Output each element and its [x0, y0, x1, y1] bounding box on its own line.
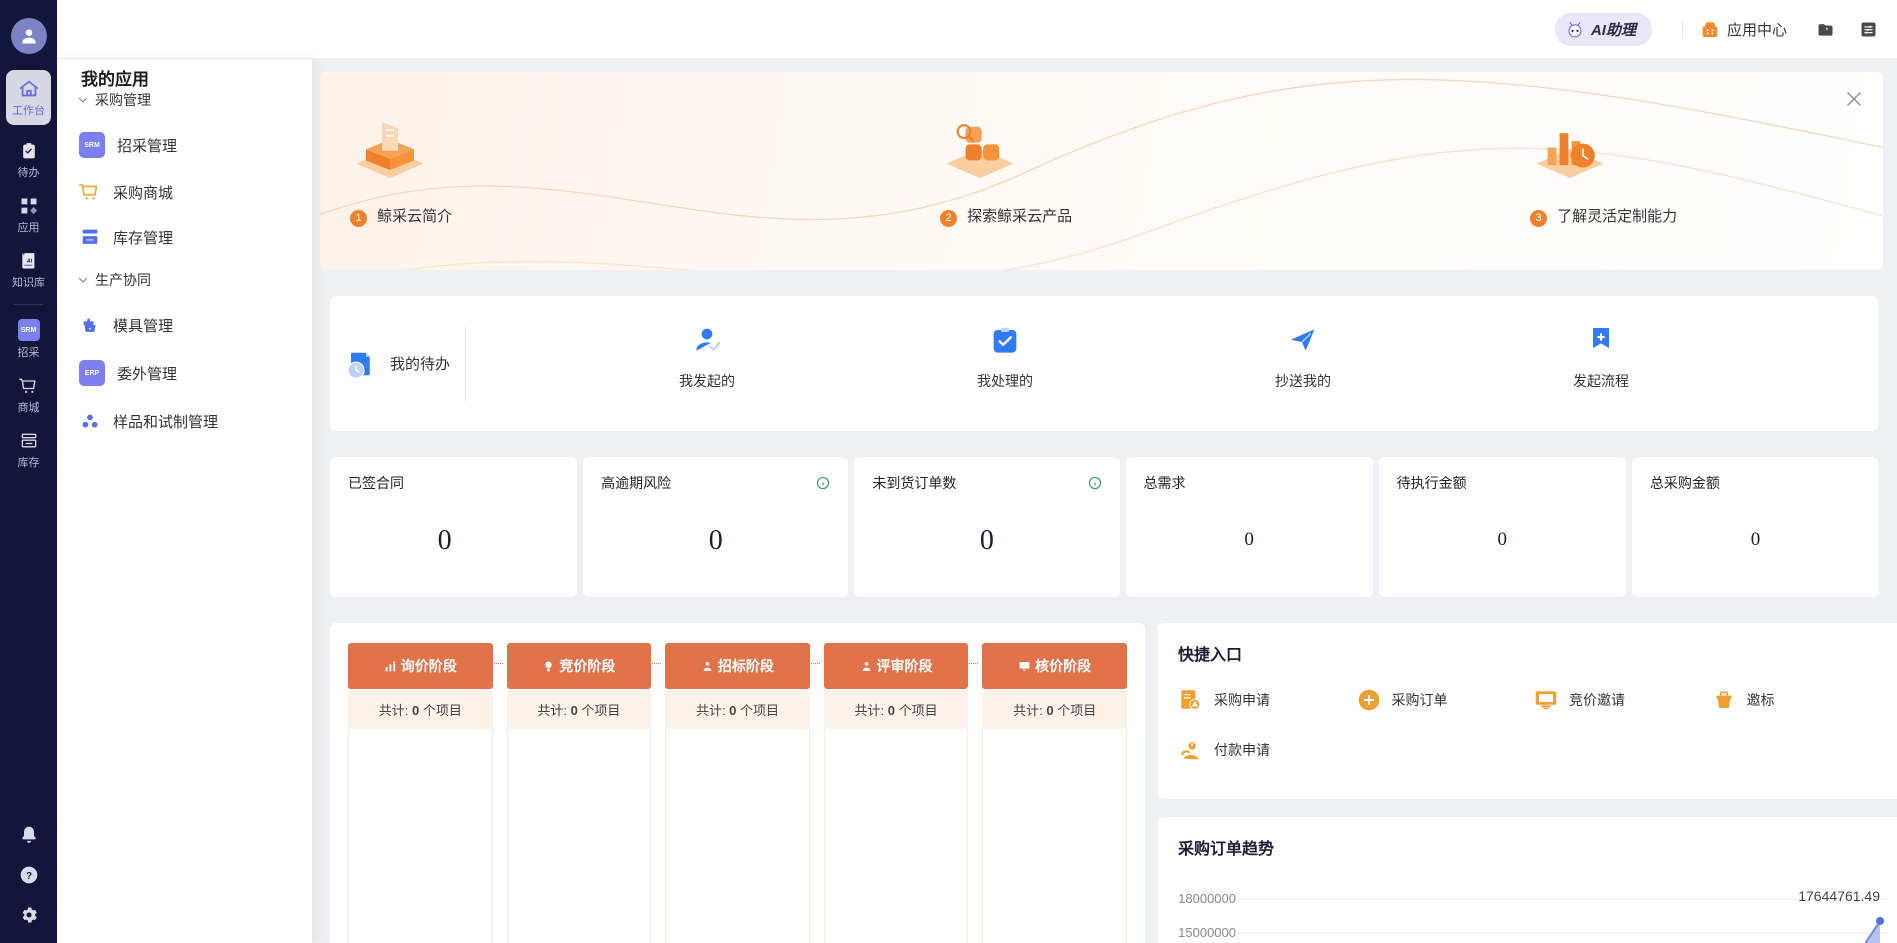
svg-text:18000000: 18000000	[1178, 891, 1236, 906]
svg-text:AI: AI	[25, 258, 32, 264]
svg-text:15000000: 15000000	[1178, 925, 1236, 940]
svg-text:?: ?	[25, 871, 31, 882]
svg-text:17644761.49: 17644761.49	[1798, 888, 1880, 904]
